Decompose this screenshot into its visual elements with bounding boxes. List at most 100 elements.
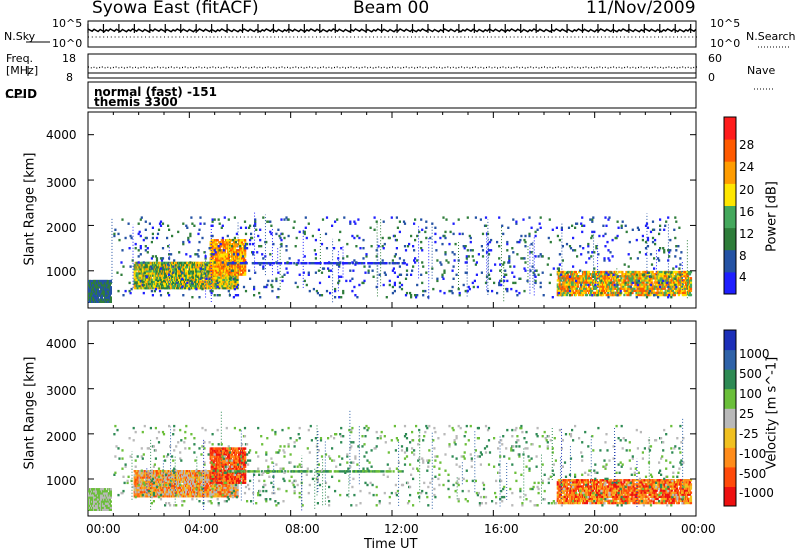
power-panel-cell [645, 222, 649, 225]
power-panel-cell [269, 220, 272, 223]
power-panel-cell [171, 275, 174, 278]
power-panel-cell [136, 276, 139, 279]
power-panel-cell [639, 277, 642, 280]
power-panel-cell [144, 249, 147, 252]
power-panel-cell [432, 287, 435, 291]
power-panel-cell [408, 242, 411, 246]
power-panel-cell [148, 268, 151, 271]
power-panel-cell [339, 230, 342, 234]
power-panel-cell [665, 220, 668, 223]
power-panel-cell [150, 286, 153, 290]
power-panel-cell [152, 284, 155, 288]
power-panel-cell [639, 281, 642, 284]
power-panel-cell [178, 251, 181, 254]
power-panel-cell [280, 262, 283, 265]
power-panel-cell [671, 289, 674, 292]
power-panel-cell [240, 269, 243, 272]
power-panel-cell [420, 240, 423, 244]
power-panel-cell [646, 275, 649, 278]
power-panel-cell [263, 262, 266, 265]
power-panel-cell [375, 255, 378, 258]
velocity-panel-cell [157, 470, 160, 473]
power-panel-cell [320, 242, 324, 246]
power-panel-cell [607, 291, 610, 295]
power-panel-cell [591, 251, 594, 254]
power-panel-cell [113, 234, 116, 238]
power-panel-cell [656, 283, 659, 286]
power-panel-cell [444, 251, 447, 254]
power-panel-cell [153, 289, 156, 293]
power-panel-cell [650, 279, 653, 282]
power-panel-cell [675, 265, 678, 268]
power-panel-cell [221, 236, 224, 240]
power-panel-cell [167, 263, 170, 266]
power-panel-cell [349, 220, 352, 223]
power-panel-cell [198, 261, 201, 265]
power-panel-cell [328, 261, 331, 264]
power-panel-cell [582, 247, 585, 250]
power-panel-cell [109, 282, 112, 285]
power-panel-cell [217, 265, 220, 268]
power-panel-cell [220, 267, 223, 270]
velocity-panel-cell [109, 500, 112, 503]
power-panel-cell [171, 234, 174, 238]
power-panel-cell [168, 294, 171, 297]
power-panel-cell [236, 283, 240, 287]
power-panel-cell [679, 273, 682, 276]
power-panel-cell [234, 239, 238, 242]
power-panel-cell [660, 270, 663, 274]
power-panel-cell [137, 249, 140, 252]
power-panel-cell [285, 267, 288, 270]
power-panel-cell [593, 281, 596, 284]
power-panel-cell [583, 289, 587, 292]
power-panel-cell [627, 253, 630, 256]
power-panel-cell [662, 277, 665, 280]
power-panel-cell [501, 224, 504, 227]
power-panel-cell [558, 253, 561, 256]
power-panel-cell [548, 281, 551, 285]
power-panel-cell [182, 242, 185, 246]
power-panel-cell [678, 226, 681, 229]
power-panel-cell [606, 240, 609, 244]
power-panel-cell [639, 279, 642, 282]
power-panel-cell [575, 273, 578, 276]
velocity-panel-cell [96, 492, 100, 495]
power-panel-cell [280, 218, 283, 221]
power-panel-cell [679, 257, 682, 260]
power-panel-cell [528, 234, 531, 238]
power-panel-cell [197, 232, 200, 236]
power-panel-cell [644, 224, 648, 227]
power-panel-cell [667, 287, 670, 290]
power-panel-cell [109, 298, 112, 301]
power-panel-cell [215, 286, 218, 290]
power-panel-cell [222, 272, 225, 275]
power-panel-cell [486, 232, 490, 236]
power-panel-cell [314, 271, 317, 274]
power-panel-cell [659, 228, 662, 231]
power-panel-cell [524, 245, 527, 248]
power-panel-cell [234, 294, 237, 297]
power-panel-cell [363, 279, 366, 283]
power-panel-cell [638, 251, 641, 254]
power-panel-cell [215, 243, 218, 246]
power-panel-cell [137, 270, 140, 273]
power-panel-cell [244, 251, 247, 254]
power-panel-cell [393, 255, 396, 258]
power-panel-cell [644, 240, 648, 244]
power-panel-cell [262, 257, 265, 260]
power-panel-cell [623, 263, 626, 266]
power-panel-cell [354, 294, 357, 297]
power-panel-cell [220, 259, 223, 262]
power-panel-cell [475, 261, 478, 264]
power-panel-cell [293, 220, 296, 223]
power-panel-cell [269, 253, 272, 256]
power-panel-cell [232, 253, 235, 256]
power-panel-cell [591, 234, 594, 238]
power-panel-cell [293, 262, 296, 265]
power-panel-cell [506, 289, 509, 293]
power-panel-cell [502, 232, 505, 236]
velocity-panel-cell [93, 496, 97, 499]
power-panel-cell [244, 232, 248, 236]
power-panel-cell [605, 271, 608, 274]
velocity-panel-cell [148, 478, 151, 481]
